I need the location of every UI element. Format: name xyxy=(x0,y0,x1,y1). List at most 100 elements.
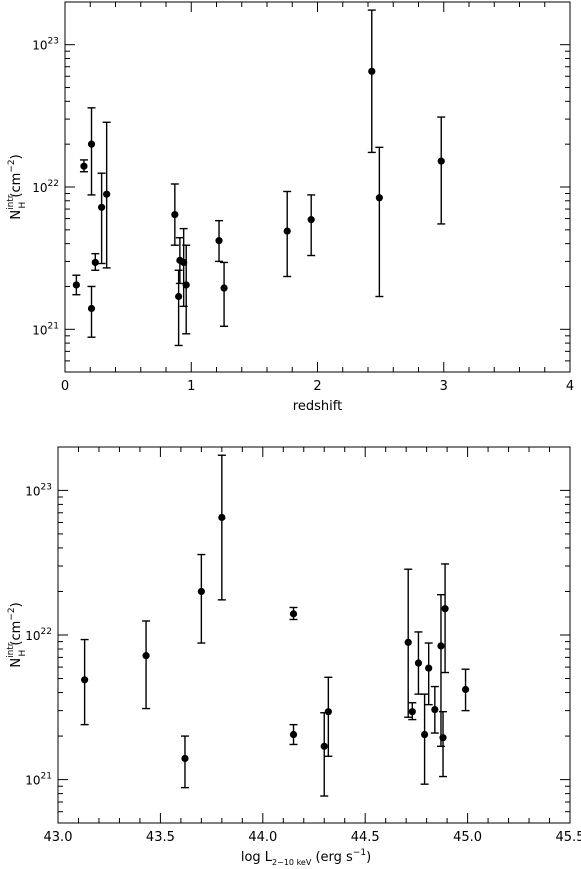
data-point xyxy=(170,183,179,246)
data-point xyxy=(87,285,96,338)
x-tick-label: 45.0 xyxy=(453,830,482,845)
point-marker xyxy=(439,734,447,742)
x-label-unit-sup: −1 xyxy=(353,848,366,858)
point-marker xyxy=(375,194,383,202)
data-point xyxy=(414,631,423,695)
data-point xyxy=(461,668,470,712)
data-point xyxy=(220,261,229,327)
x-tick-label: 45.5 xyxy=(556,830,581,845)
data-point xyxy=(91,252,100,271)
point-marker xyxy=(437,157,445,165)
y-tick-base: 10 xyxy=(25,484,40,498)
x-tick-label: 3 xyxy=(440,379,448,394)
y-label-sub: H xyxy=(18,202,28,209)
point-marker xyxy=(215,237,223,245)
point-marker xyxy=(103,190,111,198)
point-marker xyxy=(171,210,179,219)
x-axis-label: log L2−10 keV (erg s−1) xyxy=(241,848,371,867)
data-point xyxy=(375,146,384,298)
y-tick-base: 10 xyxy=(25,629,40,643)
point-marker xyxy=(289,730,298,739)
point-marker xyxy=(420,730,429,739)
point-marker xyxy=(182,281,190,289)
data-point xyxy=(182,244,191,335)
data-point xyxy=(324,676,333,757)
y-label-sup: intr xyxy=(6,194,16,210)
point-marker xyxy=(197,587,205,596)
y-label-close: ) xyxy=(9,154,24,159)
y-axis-label: Nintr H (cm−2) xyxy=(6,154,28,219)
y-label-unit-sup: −2 xyxy=(7,607,17,620)
point-marker xyxy=(91,258,99,267)
plot-frame xyxy=(57,446,571,824)
data-point xyxy=(87,107,96,196)
y-label-main: N xyxy=(9,658,24,668)
data-point xyxy=(80,638,89,726)
y-label-unit-sup: −2 xyxy=(7,159,17,172)
x-tick-label: 1 xyxy=(187,379,195,394)
point-marker xyxy=(72,281,80,289)
x-tick-label: 43.0 xyxy=(44,830,73,845)
data-point xyxy=(174,269,183,347)
point-marker xyxy=(320,742,328,750)
data-point xyxy=(424,642,433,706)
data-point xyxy=(215,219,224,263)
point-marker xyxy=(218,513,226,522)
data-point xyxy=(102,121,111,269)
point-marker xyxy=(220,284,228,292)
point-marker xyxy=(404,638,412,646)
data-point xyxy=(72,274,81,296)
x-tick-label: 44.5 xyxy=(351,830,380,845)
data-point xyxy=(289,723,298,746)
x-tick-label: 44.0 xyxy=(248,830,277,845)
y-tick-label: 1021 xyxy=(32,321,59,337)
data-point xyxy=(439,710,448,778)
y-tick-label: 1021 xyxy=(25,772,52,788)
y-tick-exponent: 23 xyxy=(48,37,59,47)
point-marker xyxy=(441,605,449,613)
y-label-sub: H xyxy=(18,650,28,657)
y-label-close: ) xyxy=(9,602,24,607)
data-point xyxy=(79,159,88,173)
data-point xyxy=(320,712,329,797)
point-marker xyxy=(142,652,150,660)
x-label-unit: (erg s xyxy=(311,850,353,865)
data-point xyxy=(142,620,151,710)
y-tick-exponent: 22 xyxy=(41,627,52,637)
point-marker xyxy=(368,67,376,75)
y-tick-exponent: 23 xyxy=(41,482,52,492)
data-point xyxy=(283,190,292,278)
y-tick-label: 1022 xyxy=(32,179,59,195)
point-marker xyxy=(283,227,291,235)
data-point xyxy=(430,685,439,734)
y-tick-exponent: 22 xyxy=(48,179,59,189)
y-label-main: N xyxy=(9,210,24,220)
data-point xyxy=(436,593,445,747)
y-tick-base: 10 xyxy=(32,39,47,53)
data-point xyxy=(441,563,450,674)
point-marker xyxy=(87,304,96,313)
point-marker xyxy=(180,258,188,267)
x-axis-label: redshift xyxy=(293,399,342,414)
x-label-sub: 2−10 keV xyxy=(272,858,312,867)
point-marker xyxy=(175,292,183,301)
data-point xyxy=(197,553,206,644)
y-tick-label: 1022 xyxy=(25,627,52,643)
x-tick-label: 4 xyxy=(566,379,574,394)
point-marker xyxy=(80,162,88,170)
point-marker xyxy=(98,203,106,211)
y-tick-label: 1023 xyxy=(25,482,52,498)
plot-frame xyxy=(64,1,571,373)
y-tick-exponent: 21 xyxy=(48,321,59,331)
x-tick-label: 0 xyxy=(61,379,69,394)
y-tick-base: 10 xyxy=(32,181,47,195)
x-tick-label: 2 xyxy=(313,379,321,394)
point-marker xyxy=(87,140,96,148)
point-marker xyxy=(414,659,423,667)
x-label-main: log L xyxy=(241,850,273,865)
data-point xyxy=(307,194,316,257)
chart-2: 43.0 43.5 44.0 44.5 45.0 45.5102110221023log … xyxy=(6,446,581,867)
point-marker xyxy=(324,708,332,716)
x-tick-label: 43.5 xyxy=(146,830,175,845)
